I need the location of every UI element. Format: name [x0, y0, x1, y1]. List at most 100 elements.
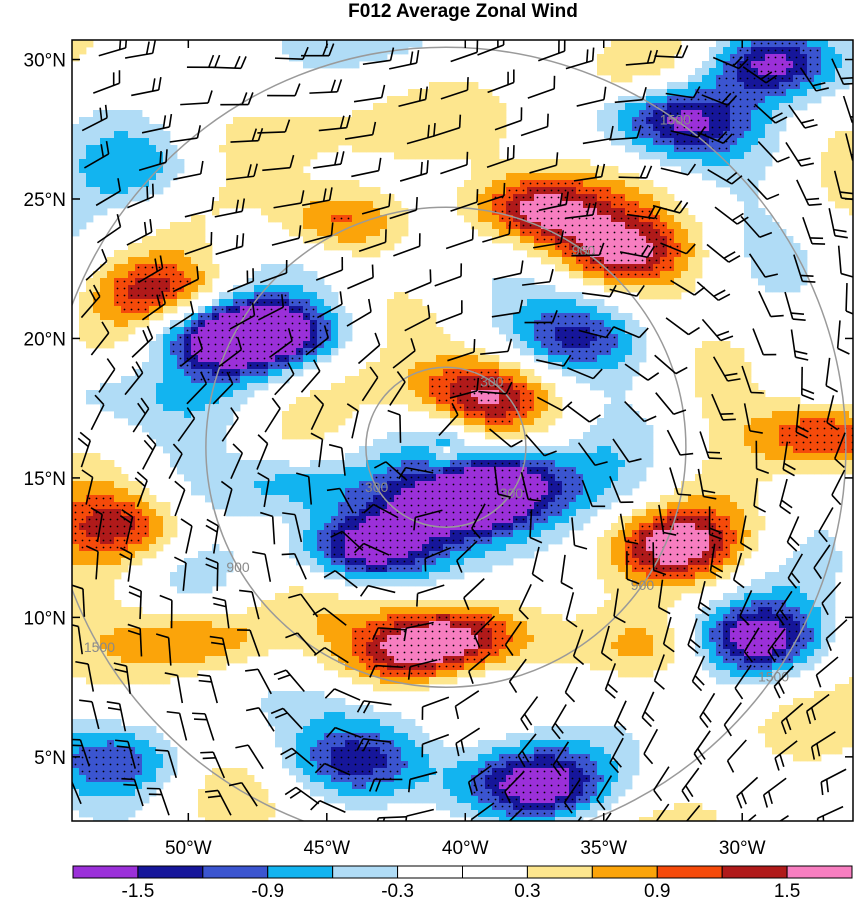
wind-barb	[184, 232, 213, 255]
wind-barb	[126, 219, 153, 246]
wind-barb	[81, 104, 108, 132]
wind-barb	[273, 190, 305, 209]
wind-barb	[347, 264, 374, 290]
wind-barb	[376, 816, 407, 821]
wind-barb	[85, 248, 108, 281]
wind-barb	[714, 206, 749, 225]
wind-barb	[127, 623, 143, 657]
wind-barb	[432, 114, 462, 138]
range-ring-300	[365, 366, 527, 528]
colorbar-swatch	[202, 865, 269, 879]
wind-barb	[670, 126, 706, 139]
wind-barb	[825, 357, 838, 393]
wind-barb	[353, 542, 390, 556]
wind-barb	[524, 310, 558, 324]
wind-barb	[573, 163, 606, 182]
wind-barb	[747, 178, 780, 201]
wind-barb	[326, 487, 355, 514]
wind-barb	[413, 509, 443, 531]
wind-barb	[113, 662, 131, 694]
wind-barb	[687, 618, 701, 654]
wind-barb	[310, 432, 324, 468]
wind-barb	[654, 354, 688, 375]
wind-barb	[693, 730, 711, 765]
wind-barb	[172, 266, 200, 293]
wind-barb	[164, 672, 184, 704]
y-tick-label: 5°N	[34, 748, 66, 769]
colorbar-swatch	[332, 865, 399, 879]
wind-barb	[708, 506, 722, 540]
wind-barb	[98, 40, 128, 57]
wind-barb	[353, 84, 386, 103]
wind-barb	[787, 553, 804, 589]
wind-barb	[177, 407, 196, 442]
wind-barb	[699, 431, 722, 460]
wind-barb	[259, 259, 288, 284]
wind-barb	[732, 552, 745, 589]
wind-barb	[654, 44, 689, 59]
wind-barb	[467, 764, 492, 795]
wind-barb	[138, 255, 164, 284]
wind-barb	[269, 328, 293, 358]
wind-barb	[212, 596, 230, 629]
wind-barb	[641, 691, 655, 728]
wind-barb	[657, 579, 671, 615]
wind-barb	[264, 397, 281, 433]
wind-barb	[374, 461, 408, 481]
wind-barb	[707, 169, 743, 185]
wind-barb	[742, 66, 778, 84]
wind-barb	[296, 472, 313, 505]
wind-barb	[440, 77, 469, 100]
wind-barb	[487, 69, 515, 94]
wind-barb	[563, 778, 581, 814]
wind-barb	[508, 808, 523, 821]
wind-barb	[168, 443, 183, 479]
wind-barb	[836, 320, 850, 355]
wind-barb	[131, 325, 154, 358]
wind-barb	[356, 738, 391, 752]
wind-barb	[494, 107, 523, 131]
wind-barb	[517, 733, 537, 768]
colorbar-label: 0.3	[514, 881, 540, 900]
wind-barb	[450, 40, 479, 63]
wind-barb	[205, 557, 219, 591]
wind-barb	[106, 701, 127, 732]
wind-barb	[582, 125, 614, 145]
wind-barb	[491, 299, 524, 318]
wind-barb	[820, 768, 847, 796]
range-ring-label: 300	[365, 479, 389, 495]
wind-barb	[529, 509, 543, 544]
wind-barb	[658, 504, 677, 536]
wind-barbs	[72, 40, 853, 821]
wind-barb	[612, 438, 642, 463]
wind-barb	[709, 543, 724, 579]
wind-barb	[174, 480, 186, 517]
colorbar-swatch	[591, 865, 658, 879]
wind-barb	[221, 407, 239, 442]
wind-barb	[604, 663, 618, 699]
wind-barb	[90, 394, 105, 431]
wind-barb	[473, 615, 496, 648]
colorbar-label: 1.5	[774, 881, 800, 900]
colorbar-swatch	[462, 865, 528, 879]
wind-barb	[127, 183, 155, 209]
wind-barb	[613, 326, 649, 339]
wind-barb	[652, 542, 667, 576]
wind-barb	[260, 511, 276, 545]
wind-barb	[834, 432, 846, 469]
wind-barb	[313, 151, 345, 169]
wind-barb	[351, 157, 382, 178]
wind-barb	[696, 281, 731, 302]
wind-barb	[739, 590, 753, 626]
y-tick-label: 15°N	[24, 469, 66, 490]
wind-barb	[314, 762, 351, 776]
wind-barb	[810, 731, 836, 760]
wind-barb	[309, 79, 343, 94]
wind-barb	[536, 354, 572, 367]
wind-barb	[525, 434, 557, 457]
y-tick-label: 30°N	[24, 51, 66, 72]
wind-barb	[361, 193, 392, 215]
wind-barb	[155, 749, 177, 779]
wind-barb	[146, 787, 170, 816]
wind-barb	[406, 123, 436, 145]
